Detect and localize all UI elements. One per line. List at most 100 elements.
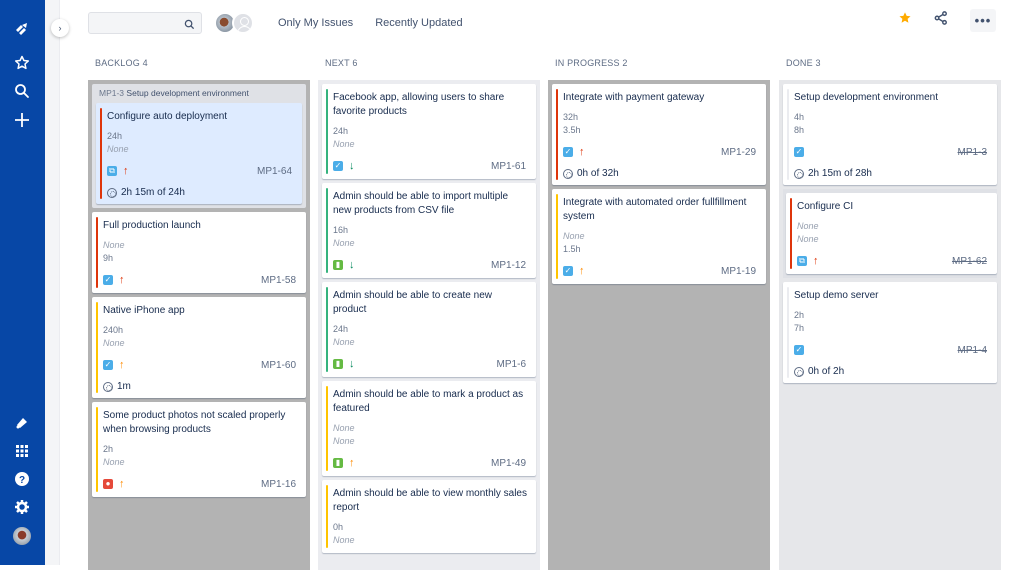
original-estimate: None xyxy=(563,231,585,241)
priority-high-icon: ↑ xyxy=(119,273,125,286)
time-tracking-icon xyxy=(563,168,573,179)
parent-issue-key: MP1-3 xyxy=(99,88,125,98)
bug-type-icon: ● xyxy=(103,479,113,489)
notifications-megaphone-icon[interactable] xyxy=(12,413,32,433)
issue-card[interactable]: Native iPhone app 240h None ✓ ↑ MP1-60 1m xyxy=(92,297,306,398)
unassigned-avatar[interactable] xyxy=(232,12,254,34)
share-icon[interactable] xyxy=(934,11,948,30)
profile-avatar[interactable] xyxy=(12,526,32,546)
issue-card[interactable]: Setup demo server 2h 7h ✓ MP1-4 0h of 2h xyxy=(783,282,997,383)
search-box[interactable] xyxy=(88,12,202,34)
story-type-icon: ▮ xyxy=(333,260,343,270)
issue-card[interactable]: Admin should be able to view monthly sal… xyxy=(322,480,536,553)
issue-key[interactable]: MP1-3 xyxy=(957,146,987,158)
parent-issue-title: Setup development environment xyxy=(126,88,249,98)
time-tracking-icon xyxy=(794,168,804,179)
priority-bar xyxy=(100,108,102,199)
time-tracking-icon xyxy=(794,366,804,377)
board-toolbar: Only My Issues Recently Updated xyxy=(88,11,463,35)
issue-key[interactable]: MP1-62 xyxy=(951,255,987,267)
priority-bar xyxy=(96,217,98,288)
priority-bar xyxy=(326,89,328,174)
issue-key[interactable]: MP1-61 xyxy=(490,160,526,172)
remaining-estimate: None xyxy=(103,457,125,467)
original-estimate: None xyxy=(797,221,819,231)
more-actions-button[interactable]: ••• xyxy=(970,9,996,32)
issue-title: Native iPhone app xyxy=(103,305,185,316)
priority-medium-icon: ↑ xyxy=(349,456,355,469)
priority-high-icon: ↑ xyxy=(579,145,585,158)
app-switcher-grid-icon[interactable] xyxy=(12,441,32,461)
star-icon[interactable] xyxy=(12,53,32,73)
issue-key[interactable]: MP1-60 xyxy=(260,359,296,371)
issue-key[interactable]: MP1-16 xyxy=(260,478,296,490)
original-estimate: 4h xyxy=(794,112,805,122)
remaining-estimate: None xyxy=(797,234,819,244)
time-spent: 2h 15m of 28h xyxy=(808,168,872,179)
original-estimate: 32h xyxy=(563,112,579,122)
remaining-estimate: None xyxy=(333,436,355,446)
issue-card[interactable]: Facebook app, allowing users to share fa… xyxy=(322,84,536,179)
original-estimate: 0h xyxy=(333,522,344,532)
issue-card[interactable]: Configure CI None None ⧉ ↑ MP1-62 xyxy=(786,193,997,274)
issue-key[interactable]: MP1-64 xyxy=(256,165,292,177)
recently-updated-filter[interactable]: Recently Updated xyxy=(375,17,463,29)
create-plus-icon[interactable] xyxy=(12,110,32,130)
issue-card[interactable]: Some product photos not scaled properly … xyxy=(92,402,306,497)
settings-gear-icon[interactable] xyxy=(12,497,32,517)
task-type-icon: ✓ xyxy=(794,147,804,157)
issue-key[interactable]: MP1-4 xyxy=(957,344,987,356)
remaining-estimate: 9h xyxy=(103,253,114,263)
search-input[interactable] xyxy=(89,13,179,33)
priority-medium-icon: ↑ xyxy=(119,477,125,490)
issue-title: Setup development environment xyxy=(794,92,938,103)
issue-key[interactable]: MP1-12 xyxy=(490,259,526,271)
issue-card[interactable]: Integrate with payment gateway 32h 3.5h ✓… xyxy=(552,84,766,185)
priority-high-icon: ↑ xyxy=(123,164,129,177)
original-estimate: 24h xyxy=(333,324,349,334)
parent-issue-header[interactable]: MP1-3 Setup development environment xyxy=(96,88,302,103)
task-type-icon: ✓ xyxy=(333,161,343,171)
issue-title: Some product photos not scaled properly … xyxy=(103,410,286,435)
task-type-icon: ✓ xyxy=(563,147,573,157)
help-icon[interactable]: ? xyxy=(12,469,32,489)
board-actions: ••• xyxy=(898,9,996,32)
issue-card[interactable]: Admin should be able to import multiple … xyxy=(322,183,536,278)
original-estimate: 16h xyxy=(333,225,349,235)
original-estimate: None xyxy=(333,423,355,433)
issue-title: Admin should be able to create new produ… xyxy=(333,290,492,315)
priority-low-icon: ↓ xyxy=(349,159,355,172)
priority-high-icon: ↑ xyxy=(813,254,819,267)
star-board-icon[interactable] xyxy=(898,11,912,30)
remaining-estimate: 7h xyxy=(794,323,805,333)
priority-bar xyxy=(326,485,328,548)
issue-card[interactable]: Integrate with automated order fullfillm… xyxy=(552,189,766,284)
search-icon[interactable] xyxy=(12,81,32,101)
remaining-estimate: None xyxy=(333,238,355,248)
issue-card[interactable]: Full production launch None 9h ✓ ↑ MP1-58 xyxy=(92,212,306,293)
issue-key[interactable]: MP1-19 xyxy=(720,265,756,277)
issue-card[interactable]: Admin should be able to mark a product a… xyxy=(322,381,536,476)
issue-key[interactable]: MP1-49 xyxy=(490,457,526,469)
issue-key[interactable]: MP1-29 xyxy=(720,146,756,158)
only-my-issues-filter[interactable]: Only My Issues xyxy=(278,17,354,29)
issue-key[interactable]: MP1-58 xyxy=(260,274,296,286)
subtask-type-icon: ⧉ xyxy=(797,256,807,266)
collapse-sidebar-button[interactable]: › xyxy=(51,19,69,37)
original-estimate: 240h xyxy=(103,325,124,335)
issue-card[interactable]: Configure auto deployment 24h None ⧉ ↑ MP1-… xyxy=(96,103,302,204)
priority-bar xyxy=(790,198,792,269)
issue-key[interactable]: MP1-6 xyxy=(496,358,526,370)
original-estimate: 2h xyxy=(103,444,114,454)
priority-bar xyxy=(326,386,328,471)
issue-card[interactable]: Admin should be able to create new produ… xyxy=(322,282,536,377)
column-backlog: BACKLOG 4 MP1-3 Setup development enviro… xyxy=(88,58,310,570)
remaining-estimate: 8h xyxy=(794,125,805,135)
priority-bar xyxy=(556,89,558,180)
priority-low-icon: ↓ xyxy=(349,357,355,370)
remaining-estimate: None xyxy=(333,337,355,347)
remaining-estimate: 3.5h xyxy=(563,125,581,135)
issue-title: Setup demo server xyxy=(794,290,879,301)
jira-logo-icon[interactable] xyxy=(12,20,32,40)
issue-card[interactable]: Setup development environment 4h 8h ✓ MP1-… xyxy=(783,84,997,185)
